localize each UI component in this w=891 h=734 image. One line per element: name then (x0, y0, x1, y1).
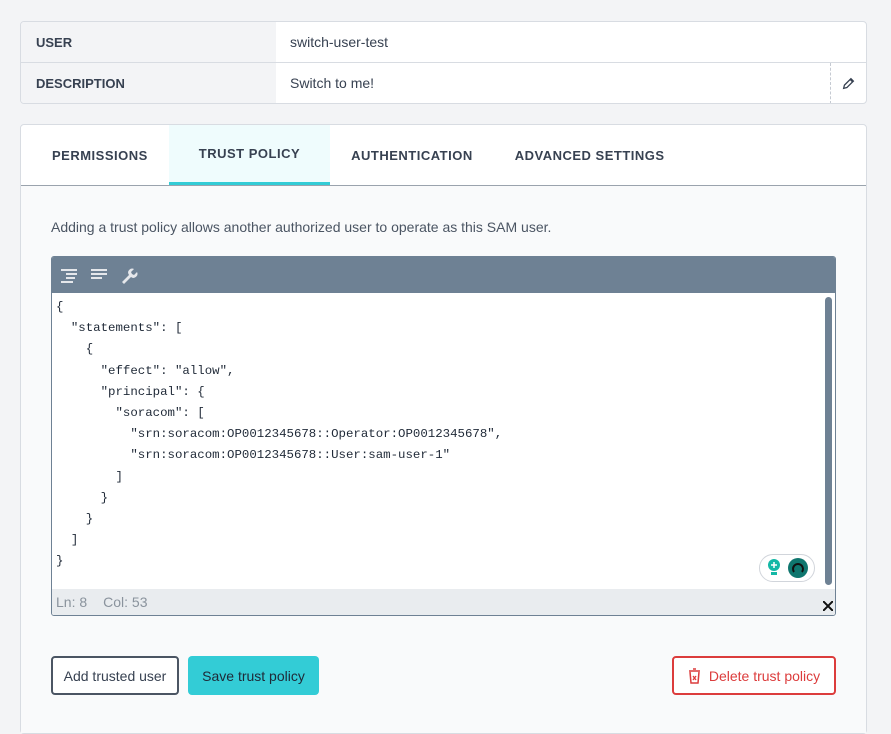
editor-scrollbar[interactable] (825, 297, 832, 585)
tab-trust-policy[interactable]: TRUST POLICY (168, 125, 331, 185)
user-value: switch-user-test (290, 34, 389, 50)
delete-trust-policy-button[interactable]: Delete trust policy (672, 656, 836, 695)
user-info-table: USER switch-user-test DESCRIPTION Switch… (20, 21, 867, 104)
tab-authentication[interactable]: AUTHENTICATION (351, 148, 473, 163)
code-line: "srn:soracom:OP0012345678::User:sam-user… (56, 448, 451, 463)
description-value: Switch to me! (290, 75, 375, 91)
trust-policy-description: Adding a trust policy allows another aut… (51, 219, 552, 235)
code-line: } (56, 554, 64, 569)
code-area[interactable]: { "statements": [ { "effect": "allow", "… (52, 293, 823, 589)
tab-advanced-settings[interactable]: ADVANCED SETTINGS (514, 148, 665, 163)
cursor-line: Ln: 8 (56, 594, 88, 610)
code-line: "principal": { (56, 384, 205, 399)
add-trusted-user-button[interactable]: Add trusted user (51, 656, 179, 695)
delete-trust-policy-label: Delete trust policy (708, 667, 821, 684)
code-line: ] (56, 533, 79, 548)
code-line: { (56, 342, 94, 357)
assistant-badge[interactable] (759, 554, 815, 582)
code-line: "effect": "allow", (56, 363, 235, 378)
trust-policy-content: Adding a trust policy allows another aut… (21, 186, 866, 733)
editor-status-bar: Ln: 8 Col: 53 (52, 589, 835, 615)
description-row: DESCRIPTION Switch to me! (21, 63, 866, 103)
format-icon[interactable] (60, 267, 78, 283)
json-editor[interactable]: { "statements": [ { "effect": "allow", "… (51, 256, 836, 616)
user-row: USER switch-user-test (21, 22, 866, 63)
tab-permissions[interactable]: PERMISSIONS (52, 148, 148, 163)
code-line: "srn:soracom:OP0012345678::Operator:OP00… (56, 427, 503, 442)
expand-icon[interactable] (823, 601, 833, 611)
pencil-icon (842, 77, 855, 90)
lightbulb-icon[interactable] (766, 558, 782, 578)
repair-icon[interactable] (120, 266, 138, 284)
compact-icon[interactable] (90, 267, 108, 283)
settings-panel: PERMISSIONS TRUST POLICY AUTHENTICATION … (20, 124, 867, 734)
spinner-icon[interactable] (787, 557, 809, 579)
save-trust-policy-label: Save trust policy (202, 667, 305, 684)
trash-icon (688, 667, 700, 684)
code-line: { (56, 300, 64, 314)
user-label: USER (21, 22, 276, 62)
code-line: "statements": [ (56, 321, 183, 336)
tab-bar: PERMISSIONS TRUST POLICY AUTHENTICATION … (21, 125, 866, 186)
add-trusted-user-label: Add trusted user (63, 667, 167, 684)
cursor-column: Col: 53 (103, 594, 148, 610)
code-line: ] (56, 469, 123, 484)
code-line: "soracom": [ (56, 406, 205, 421)
description-label: DESCRIPTION (21, 63, 276, 103)
editor-toolbar (52, 257, 835, 293)
code-line: } (56, 512, 94, 527)
code-line: } (56, 490, 109, 505)
edit-description-button[interactable] (830, 63, 866, 103)
save-trust-policy-button[interactable]: Save trust policy (188, 656, 319, 695)
